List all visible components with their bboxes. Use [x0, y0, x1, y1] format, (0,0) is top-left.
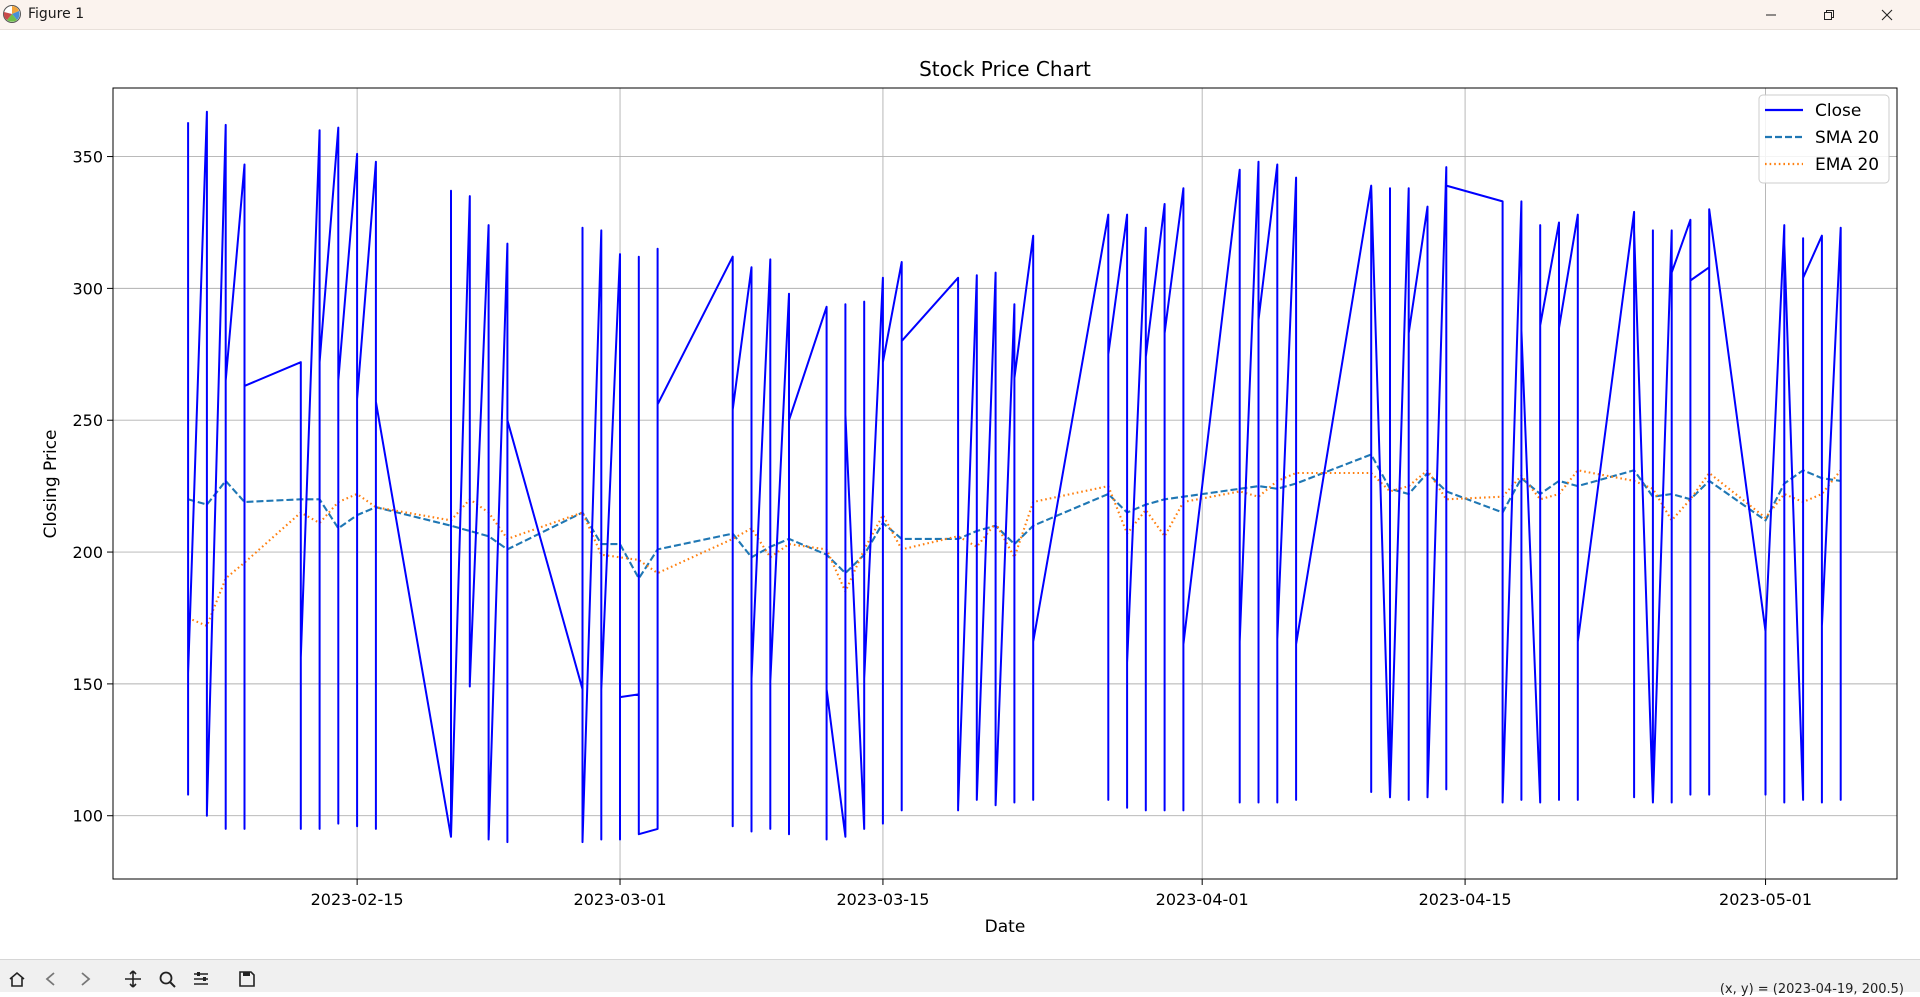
y-tick-label: 150 — [72, 675, 103, 694]
figure-canvas[interactable]: 2023-02-15 2023-03-01 2023-03-15 2023-04-01… — [0, 29, 1920, 959]
cursor-coordinates: (x, y) = (2023-04-19, 200.5) — [1719, 982, 1904, 997]
close-icon — [1881, 9, 1893, 20]
window-titlebar: Figure 1 — [0, 0, 1920, 30]
x-tick-label: 2023-05-01 — [1719, 890, 1812, 909]
configure-subplots-button[interactable] — [190, 970, 212, 992]
matplotlib-icon — [3, 5, 21, 23]
y-tick-label: 350 — [72, 148, 103, 167]
configure-subplots-icon — [194, 972, 208, 985]
legend-label-ema-20: EMA 20 — [1815, 155, 1879, 175]
y-tick-label: 200 — [72, 543, 103, 562]
legend-label-close: Close — [1815, 101, 1861, 121]
stock-price-chart: 2023-02-15 2023-03-01 2023-03-15 2023-04-01… — [41, 57, 1898, 937]
axes-frame — [112, 87, 1898, 880]
forward-button[interactable] — [74, 970, 96, 992]
x-tick-label: 2023-04-01 — [1156, 890, 1249, 909]
home-button[interactable] — [6, 970, 28, 992]
maximize-icon — [1824, 9, 1834, 20]
x-axis-label: Date — [985, 917, 1026, 937]
zoom-button[interactable] — [156, 970, 178, 992]
save-icon — [239, 971, 255, 987]
maximize-button[interactable] — [1800, 0, 1858, 29]
chart-title: Stock Price Chart — [919, 57, 1091, 81]
x-tick-label: 2023-03-01 — [574, 890, 667, 909]
ticks: 2023-02-15 2023-03-01 2023-03-15 2023-04-01… — [72, 148, 1812, 909]
pan-icon — [125, 970, 141, 988]
back-button[interactable] — [40, 970, 62, 992]
legend-label-sma-20: SMA 20 — [1815, 128, 1879, 148]
legend: Close SMA 20 EMA 20 — [1758, 94, 1890, 184]
navigation-toolbar: (x, y) = (2023-04-19, 200.5) — [0, 959, 1920, 997]
series-layer — [187, 110, 1842, 844]
home-icon — [9, 971, 25, 987]
minimize-icon — [1766, 14, 1776, 15]
pan-button[interactable] — [122, 970, 144, 992]
forward-icon — [81, 972, 91, 986]
x-tick-label: 2023-03-15 — [836, 890, 929, 909]
y-tick-label: 300 — [72, 279, 103, 298]
zoom-icon — [159, 971, 176, 988]
back-icon — [45, 972, 55, 986]
close-button[interactable] — [1858, 0, 1916, 29]
y-tick-label: 250 — [72, 411, 103, 430]
minimize-button[interactable] — [1742, 0, 1800, 29]
y-tick-label: 100 — [72, 807, 103, 826]
x-tick-label: 2023-02-15 — [311, 890, 404, 909]
x-tick-label: 2023-04-15 — [1419, 890, 1512, 909]
grid — [113, 88, 1897, 879]
save-button[interactable] — [236, 970, 258, 992]
legend-box — [1758, 94, 1890, 184]
window-title: Figure 1 — [28, 6, 85, 22]
series-close-line — [187, 110, 1842, 844]
y-axis-label: Closing Price — [41, 429, 61, 538]
